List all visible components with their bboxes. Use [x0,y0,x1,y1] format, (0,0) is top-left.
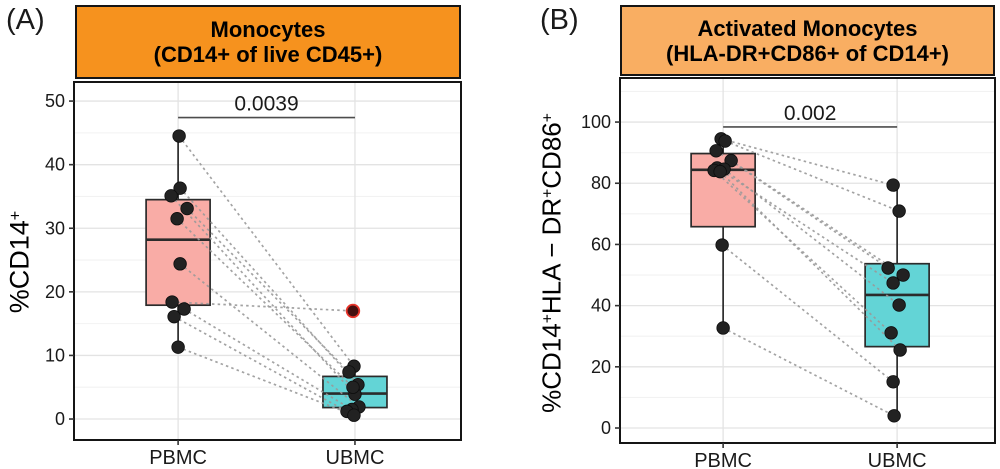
y-tick-label: 0 [55,409,65,429]
y-tick-label: 30 [45,218,65,238]
panel-B-plot: 0.002 0 20 40 60 80 100 PBMC UBMC [581,77,996,469]
pair-line [719,171,901,351]
data-point-ubmc [886,178,900,192]
data-point-pbmc [173,181,187,195]
data-point-pbmc [173,257,187,271]
y-tick-label: 80 [591,173,611,193]
data-point-ubmc [886,375,900,389]
data-point-ubmc-outlier [345,303,361,319]
plot-background [620,78,995,443]
data-point-pbmc [709,144,723,158]
pair-line [179,187,359,386]
p-value: 0.002 [784,102,837,125]
pair-line [720,138,894,186]
y-tick-label: 50 [45,91,65,111]
y-tick-label: 40 [45,155,65,175]
x-category-label: UBMC [326,447,385,469]
data-point-pbmc [177,302,191,316]
pair-line [724,140,900,212]
data-point-ubmc [892,204,906,218]
pair-line [178,135,355,367]
data-point-pbmc [715,238,729,252]
data-point-ubmc [346,380,360,394]
data-point-pbmc [718,134,732,148]
data-point-pbmc [171,340,185,354]
panel-label-B: (B) [540,4,579,36]
y-axis-title-superscript: + [539,113,557,123]
y-tick-label: 10 [45,345,65,365]
data-point-ubmc [892,298,906,312]
data-point-ubmc [884,326,898,340]
y-tick-label: 40 [591,296,611,316]
y-axis-title-superscript: + [539,314,557,324]
panel-B-title: Activated Monocytes (HLA-DR+CD86+ of CD14… [620,5,995,76]
y-axis-title-superscript: + [6,210,25,221]
pair-line [183,308,353,411]
pair-line [723,168,900,306]
panel-border [619,77,996,444]
data-point-ubmc [886,276,900,290]
panel-label-A: (A) [6,4,45,36]
panel-A-title: Monocytes (CD14+ of live CD45+) [75,5,461,79]
data-point-pbmc [172,129,186,143]
pair-line [176,218,354,388]
pair-line [722,327,895,417]
pair-line [721,244,894,383]
data-point-ubmc [893,343,907,357]
pair-line [173,315,348,413]
data-point-ubmc [896,268,910,282]
data-point-pbmc [164,189,178,203]
data-point-pbmc [165,295,179,309]
panel-A-plot: 0.0039 0 10 20 30 40 50 PBMC UBMC [45,81,462,469]
data-point-ubmc [887,409,901,423]
y-axis-title-superscript: + [539,188,557,198]
y-tick-label: 100 [581,112,611,132]
plot-background [74,82,461,440]
pair-line [179,263,360,408]
data-point-pbmc [716,321,730,335]
data-point-ubmc [347,408,361,422]
y-tick-label: 20 [591,357,611,377]
data-point-ubmc [342,365,356,379]
y-tick-label: 60 [591,234,611,254]
data-point-pbmc [180,201,194,216]
pair-line [172,301,354,312]
pair-line [715,150,889,269]
data-point-ubmc [881,261,895,275]
panel-title-line: Activated Monocytes [697,15,918,41]
panel-border [73,81,462,441]
pair-line [730,159,904,276]
panel-title-line: (CD14+ of live CD45+) [153,42,383,67]
y-tick-label: 0 [601,418,611,438]
p-value: 0.0039 [234,93,298,116]
pair-line [186,207,350,373]
x-category-label: PBMC [149,447,207,469]
x-category-label: UBMC [868,450,927,469]
panel-title-line: (HLA-DR+CD86+ of CD14+) [666,40,949,66]
data-point-pbmc [713,164,727,179]
data-point-pbmc [167,309,181,324]
panel-title-line: Monocytes [210,17,326,42]
pair-line [713,169,892,334]
y-tick-label: 20 [45,282,65,302]
x-category-label: PBMC [694,450,752,469]
data-point-pbmc [170,212,184,226]
